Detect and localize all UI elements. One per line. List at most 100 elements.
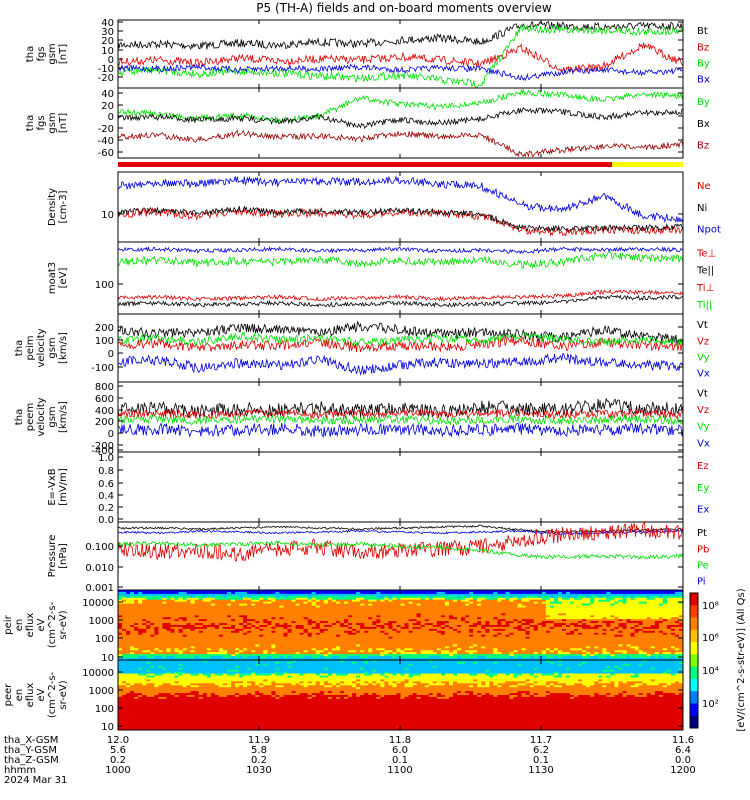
spectrogram-cell — [654, 642, 660, 645]
spectrogram-cell — [574, 646, 579, 649]
series-vy — [117, 331, 684, 347]
spectrogram-cell — [198, 590, 204, 593]
spectrogram-cell — [166, 632, 171, 636]
spectrogram-cell — [303, 642, 309, 645]
spectrogram-cell — [586, 597, 591, 601]
spectrogram-cell — [267, 644, 272, 647]
spectrogram-cell — [259, 615, 264, 618]
spectrogram-cell — [622, 593, 627, 597]
spectrogram-cell — [440, 593, 446, 597]
spectrogram-cell — [646, 652, 652, 655]
spectrogram-cell — [444, 640, 450, 643]
spectrogram-cell — [198, 646, 204, 649]
spectrogram-cell — [162, 634, 167, 638]
spectrogram-cell — [650, 591, 656, 595]
spectrogram-cell — [194, 609, 200, 612]
spectrogram-cell — [194, 593, 200, 597]
spectrogram-cell — [158, 628, 163, 632]
spectrogram-cell — [186, 632, 192, 636]
spectrogram-cell — [598, 590, 603, 593]
spectrogram-cell — [295, 636, 301, 640]
spectrogram-cell — [529, 628, 535, 632]
spectrogram-cell — [638, 611, 644, 614]
spectrogram-cell — [529, 615, 535, 618]
spectrogram-cell — [566, 634, 571, 638]
spectrogram-cell — [521, 646, 527, 649]
spectrogram-cell — [319, 607, 325, 610]
spectrogram-cell — [315, 609, 321, 612]
spectrogram-cell — [679, 590, 684, 593]
spectrogram-cell — [360, 619, 365, 622]
spectrogram-cell — [525, 613, 531, 616]
spectrogram-cell — [561, 625, 567, 628]
spectrogram-cell — [557, 625, 563, 628]
spectrogram-cell — [275, 607, 280, 610]
spectrogram-cell — [319, 609, 325, 612]
spectrogram-cell — [222, 652, 228, 655]
spectrogram-cell — [263, 590, 268, 593]
spectrogram-cell — [509, 617, 514, 620]
spectrogram-cell — [440, 646, 446, 649]
spectrogram-cell — [626, 640, 631, 643]
spectrogram-cell — [650, 601, 656, 605]
spectrogram-cell — [206, 650, 212, 653]
spectrogram-cell — [473, 617, 478, 620]
spectrogram-cell — [634, 644, 640, 647]
spectrogram-cell — [457, 591, 462, 595]
spectrogram-cell — [150, 625, 155, 628]
spectrogram-cell — [287, 644, 292, 647]
spectrogram-cell — [319, 621, 325, 624]
spectrogram-cell — [154, 599, 159, 603]
spectrogram-cell — [218, 634, 224, 638]
spectrogram-cell — [356, 642, 361, 645]
spectrogram-cell — [457, 626, 462, 630]
spectrogram-cell — [150, 601, 155, 605]
spectrogram-cell — [279, 621, 284, 624]
spectrogram-cell — [553, 605, 559, 608]
spectrogram-cell — [190, 626, 196, 630]
spectrogram-cell — [549, 652, 555, 655]
spectrogram-cell — [513, 621, 518, 624]
spectrogram-cell — [319, 601, 325, 605]
spectrogram-cell — [428, 607, 434, 610]
spectrogram-cell — [364, 615, 369, 618]
spectrogram-cell — [481, 623, 486, 626]
spectrogram-cell — [368, 613, 373, 616]
spectrogram-cell — [243, 621, 248, 624]
spectrogram-cell — [606, 615, 611, 618]
spectrogram-cell — [166, 603, 171, 606]
spectrogram-cell — [654, 652, 660, 655]
spectrogram-cell — [618, 617, 623, 620]
spectrogram-cell — [541, 595, 547, 599]
spectrogram-cell — [461, 634, 466, 638]
spectrogram-cell — [271, 630, 276, 634]
spectrogram-cell — [267, 654, 272, 657]
spectrogram-cell — [594, 605, 599, 608]
spectrogram-cell — [202, 632, 208, 636]
spectrogram-cell — [364, 593, 369, 597]
spectrogram-cell — [646, 638, 652, 641]
spectrogram-cell — [440, 607, 446, 610]
spectrogram-cell — [344, 652, 349, 655]
spectrogram-cell — [283, 619, 288, 622]
spectrogram-cell — [412, 603, 418, 606]
panel-ylabel: moat3[eV] — [47, 262, 69, 294]
spectrogram-cell — [670, 623, 676, 626]
spectrogram-cell — [380, 621, 385, 624]
spectrogram-cell — [198, 621, 204, 624]
spectrogram-cell — [295, 626, 301, 630]
spectrogram-cell — [146, 590, 151, 593]
spectrogram-cell — [194, 642, 200, 645]
spectrogram-cell — [251, 642, 256, 645]
spectrogram-cell — [327, 595, 333, 599]
spectrogram-cell — [360, 590, 365, 593]
ytick-label: 0.6 — [98, 479, 114, 490]
spectrogram-cell — [174, 607, 179, 610]
spectrogram-cell — [239, 617, 244, 620]
spectrogram-cell — [194, 638, 200, 641]
spectrogram-cell — [477, 638, 482, 641]
spectrogram-cell — [194, 654, 200, 657]
spectrogram-cell — [582, 621, 587, 624]
spectrogram-cell — [255, 595, 260, 599]
spectrogram-cell — [493, 628, 498, 632]
